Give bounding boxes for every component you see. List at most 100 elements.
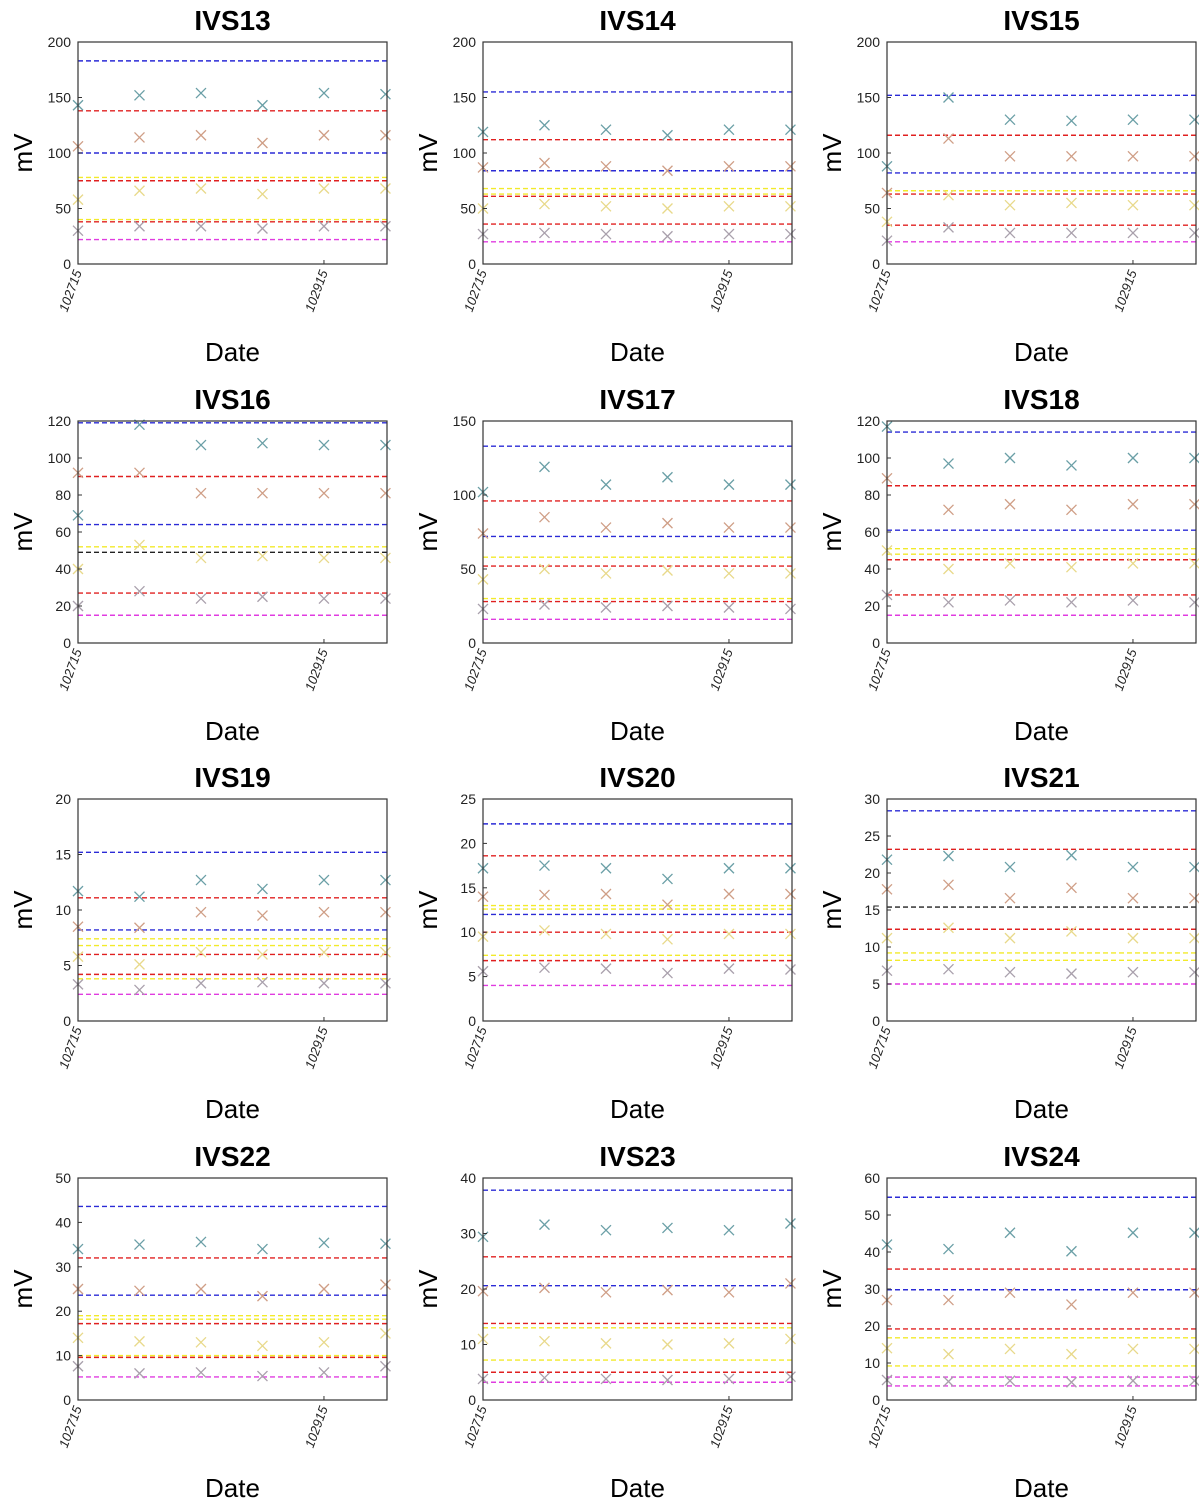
- x-tick-label: 102715: [461, 1024, 490, 1071]
- y-tick-label: 100: [48, 450, 72, 466]
- data-point-tan: [600, 522, 612, 534]
- data-point-tan: [1188, 150, 1199, 162]
- data-point-tan: [1004, 892, 1016, 904]
- y-tick-label: 200: [857, 34, 881, 50]
- data-point-tan: [379, 1279, 391, 1291]
- data-point-tan: [379, 487, 391, 499]
- data-point-lightyellow: [379, 183, 391, 194]
- x-tick-label: 102715: [865, 646, 894, 693]
- chart-title: IVS19: [194, 762, 270, 793]
- data-point-lightyellow: [723, 928, 735, 940]
- y-tick-label: 100: [453, 487, 477, 503]
- data-point-teal: [539, 1219, 550, 1231]
- data-point-tan: [943, 1294, 954, 1306]
- data-point-teal: [1188, 114, 1199, 126]
- chart-svg: IVS22 0 10 20 30 40 50 102715 102915 Date mV: [8, 1141, 391, 1503]
- data-point-lightyellow: [600, 200, 612, 212]
- data-point-lightyellow: [1127, 1343, 1139, 1355]
- y-tick-label: 50: [55, 1170, 71, 1186]
- data-point-lightyellow: [134, 539, 145, 551]
- y-tick-label: 0: [63, 256, 71, 272]
- y-tick-label: 15: [460, 880, 476, 896]
- data-point-tan: [1188, 892, 1199, 904]
- y-axis-label: mV: [8, 890, 38, 930]
- data-point-teal: [600, 1224, 612, 1236]
- y-tick-label: 25: [864, 828, 880, 844]
- data-point-teal: [943, 458, 954, 470]
- data-point-teal: [134, 891, 145, 903]
- data-point-grey: [539, 599, 550, 610]
- chart-svg: IVS24 0 10 20 30 40 50 60 102715 102915 Date mV: [817, 1141, 1199, 1503]
- data-point-grey: [943, 1376, 954, 1387]
- data-point-lightyellow: [257, 948, 268, 960]
- data-point-grey: [1004, 227, 1016, 239]
- data-point-lightyellow: [1066, 197, 1077, 209]
- data-point-lightyellow: [662, 933, 673, 945]
- y-tick-label: 0: [872, 1392, 880, 1408]
- data-point-tan: [257, 910, 268, 922]
- data-point-teal: [379, 1238, 391, 1250]
- data-point-tan: [318, 487, 330, 499]
- data-point-lightyellow: [1066, 1348, 1077, 1360]
- y-tick-label: 15: [864, 902, 880, 918]
- chart-svg: IVS20 0 5 10 15 20 25 102715 102915 Date mV: [413, 762, 796, 1124]
- data-point-tan: [539, 889, 550, 901]
- y-tick-label: 20: [460, 835, 476, 851]
- data-point-tan: [379, 129, 391, 141]
- y-tick-label: 10: [460, 1337, 476, 1353]
- x-axis-label: Date: [1014, 716, 1069, 746]
- data-point-grey: [784, 964, 796, 975]
- data-point-tan: [943, 879, 954, 891]
- y-axis-label: mV: [8, 133, 38, 173]
- y-tick-label: 150: [453, 413, 477, 429]
- data-point-lightyellow: [1066, 926, 1077, 937]
- data-point-grey: [379, 593, 391, 605]
- data-point-teal: [943, 92, 954, 103]
- y-tick-label: 100: [48, 145, 72, 161]
- data-point-tan: [600, 160, 612, 172]
- chart-panel-ivs15: IVS15 0 50 100 150 200 102715 102915 Date mV: [807, 0, 1199, 376]
- x-axis-label: Date: [610, 337, 665, 367]
- data-point-lightyellow: [134, 185, 145, 197]
- data-point-tan: [723, 522, 735, 534]
- data-point-lightyellow: [943, 189, 954, 201]
- data-point-teal: [1004, 114, 1016, 126]
- data-point-lightyellow: [943, 922, 954, 934]
- data-point-lightyellow: [134, 1335, 145, 1347]
- y-tick-label: 10: [460, 924, 476, 940]
- data-point-lightyellow: [662, 1339, 673, 1350]
- data-point-teal: [784, 479, 796, 491]
- data-point-teal: [134, 89, 145, 101]
- x-axis-label: Date: [205, 716, 260, 746]
- data-point-lightyellow: [1004, 557, 1016, 569]
- data-point-grey: [318, 977, 330, 989]
- y-tick-label: 10: [55, 1348, 71, 1364]
- y-tick-label: 150: [857, 90, 881, 106]
- data-point-grey: [257, 976, 268, 988]
- data-point-tan: [1188, 498, 1199, 510]
- data-point-lightyellow: [539, 1335, 550, 1347]
- chart-svg: IVS18 0 20 40 60 80 100 120 102715 102915 Date mV: [817, 384, 1199, 746]
- data-point-lightyellow: [723, 1337, 735, 1349]
- x-tick-label: 102715: [865, 1024, 894, 1071]
- y-tick-label: 200: [48, 34, 72, 50]
- y-axis-label: mV: [817, 512, 847, 552]
- plot-frame: [886, 420, 1197, 644]
- data-point-lightyellow: [539, 198, 550, 210]
- data-point-lightyellow: [600, 1337, 612, 1349]
- data-point-grey: [1188, 596, 1199, 608]
- data-point-grey: [600, 228, 612, 240]
- x-tick-label: 102715: [461, 1403, 490, 1450]
- data-point-tan: [134, 467, 145, 479]
- data-point-teal: [723, 124, 735, 136]
- data-point-grey: [1188, 966, 1199, 978]
- y-tick-label: 80: [864, 487, 880, 503]
- data-point-tan: [195, 487, 207, 499]
- data-point-lightyellow: [784, 928, 796, 940]
- chart-title: IVS21: [1003, 762, 1079, 793]
- y-tick-label: 10: [55, 902, 71, 918]
- data-point-tan: [600, 1286, 612, 1298]
- data-point-tan: [1188, 1287, 1199, 1299]
- plot-frame: [482, 420, 793, 644]
